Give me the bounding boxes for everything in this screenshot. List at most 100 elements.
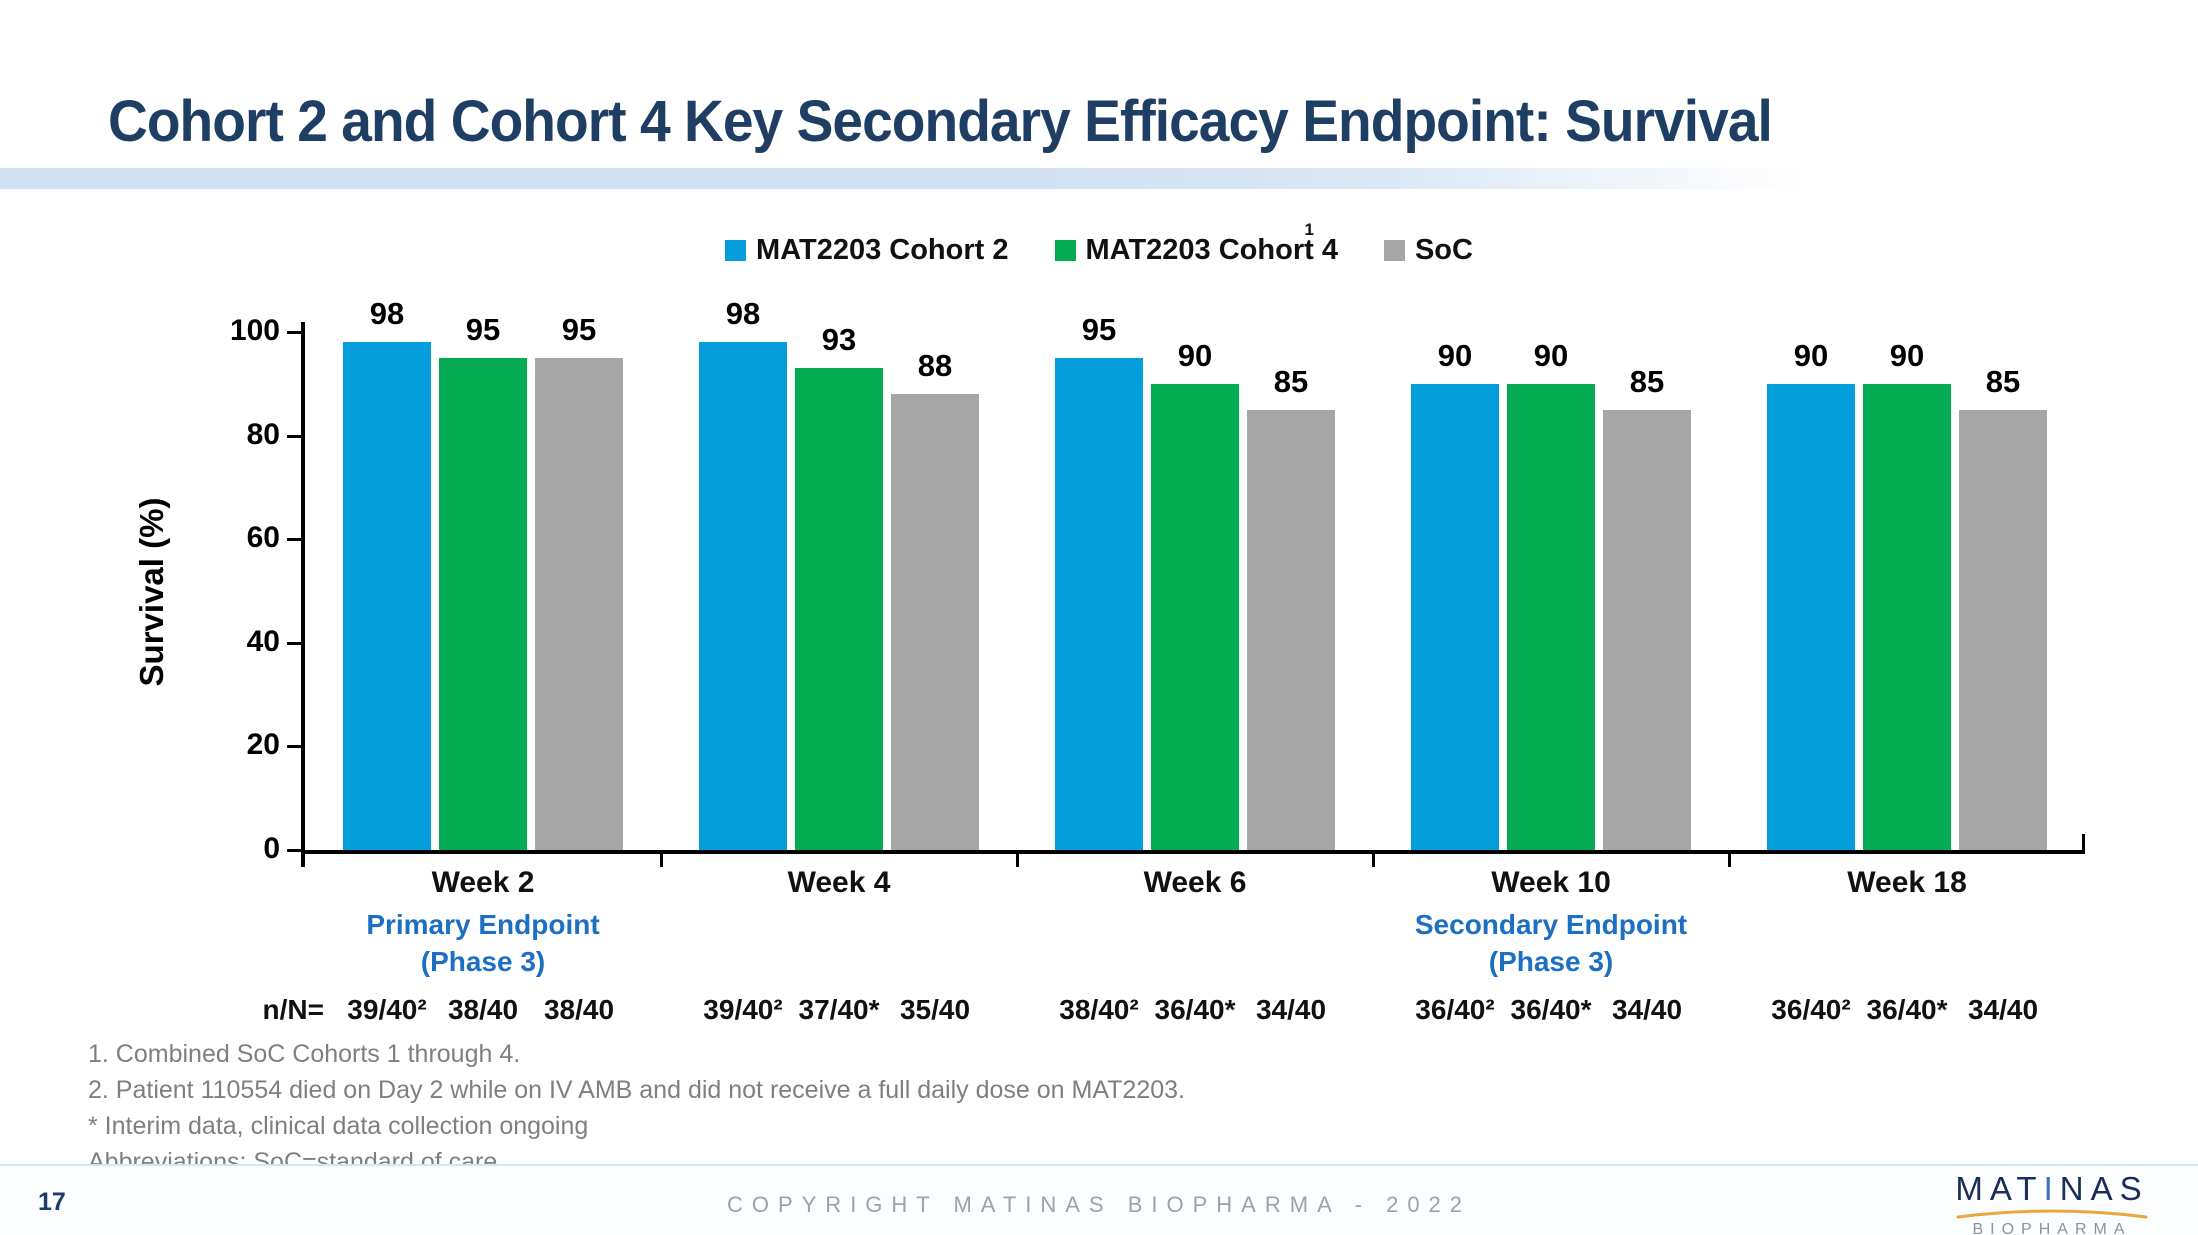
bar-week-2-series-1 [343, 342, 431, 850]
logo-letter-i: I [2043, 1170, 2060, 1207]
x-axis-line [301, 850, 2085, 854]
bar-week-18-series-3 [1959, 409, 2047, 850]
y-tick [287, 849, 301, 852]
y-tick-label: 20 [246, 728, 280, 762]
footnote-line: 1. Combined SoC Cohorts 1 through 4. [88, 1040, 521, 1068]
bar-value-label: 90 [1793, 337, 1829, 373]
y-tick [287, 745, 301, 749]
n-over-n-value: 34/40 [1255, 994, 1327, 1025]
y-tick-label: 80 [246, 417, 280, 451]
bar-value-label: 90 [1889, 337, 1925, 373]
copyright-text: COPYRIGHT MATINAS BIOPHARMA - 2022 [726, 1192, 1472, 1217]
bar-week-6-series-2 [1151, 383, 1239, 850]
x-boundary-tick [1727, 854, 1731, 867]
bar-value-label: 95 [1081, 311, 1117, 347]
x-category-label: Week 18 [1847, 866, 1967, 899]
x-boundary-tick [1015, 854, 1019, 867]
bar-value-label: 90 [1533, 337, 1569, 373]
y-tick [287, 641, 301, 645]
n-over-n-row-label: n/N= [262, 994, 324, 1025]
bar-week-2-series-3 [535, 357, 623, 850]
x-category-label: Week 6 [1143, 866, 1247, 899]
n-over-n-value: 34/40 [1611, 994, 1683, 1025]
x-axis-end-tick [2082, 834, 2085, 850]
bar-value-label: 88 [917, 348, 953, 384]
bar-week-4-series-2 [795, 368, 883, 850]
bar-value-label: 85 [1273, 363, 1309, 399]
chart-legend: MAT2203 Cohort 2 MAT2203 Cohort 4 1 SoC [0, 220, 2198, 267]
bar-value-label: 95 [561, 311, 597, 347]
bar-value-label: 95 [465, 311, 501, 347]
page-title: Cohort 2 and Cohort 4 Key Secondary Effi… [108, 89, 1773, 154]
matinas-logo: MATINAS BIOPHARMA [1952, 1172, 2152, 1235]
bar-value-label: 85 [1629, 363, 1665, 399]
legend-swatch-icon [725, 240, 747, 261]
n-over-n-value: 35/40 [899, 994, 971, 1025]
n-over-n-value: 36/40* [1510, 994, 1592, 1025]
page-number: 17 [38, 1188, 66, 1216]
origin-tick [301, 854, 305, 867]
y-tick [287, 538, 301, 542]
endpoint-annotation-line: Primary Endpoint [366, 909, 600, 940]
x-category-label: Week 2 [431, 866, 535, 899]
header-accent-band [0, 168, 1880, 189]
legend-item-label: MAT2203 Cohort 2 [756, 234, 1009, 266]
bar-week-2-series-2 [439, 357, 527, 850]
n-over-n-value: 36/40* [1866, 994, 1948, 1025]
y-tick-label: 100 [229, 314, 280, 347]
bar-week-6-series-1 [1055, 357, 1143, 850]
bar-value-label: 85 [1985, 363, 2021, 399]
n-over-n-value: 37/40* [798, 994, 880, 1025]
bar-value-label: 93 [821, 322, 857, 358]
legend-item-label: SoC [1414, 234, 1473, 266]
x-boundary-tick [1371, 854, 1375, 867]
y-tick-label: 0 [263, 832, 280, 865]
y-axis-title: Survival (%) [133, 497, 170, 687]
legend-swatch-icon [1383, 240, 1405, 261]
n-over-n-value: 39/40² [703, 994, 783, 1025]
y-tick-label: 40 [246, 624, 280, 658]
legend-item-1: MAT2203 Cohort 2 [725, 234, 1009, 267]
legend-superscript: 1 [1304, 220, 1314, 239]
bar-week-10-series-3 [1603, 409, 1691, 850]
bar-week-18-series-1 [1767, 383, 1855, 850]
y-axis-line [301, 322, 305, 866]
bar-week-10-series-1 [1411, 383, 1499, 850]
logo-subtitle: BIOPHARMA [1972, 1221, 2132, 1235]
bar-week-10-series-2 [1507, 383, 1595, 850]
n-over-n-value: 36/40² [1771, 994, 1851, 1025]
n-over-n-value: 36/40* [1154, 994, 1236, 1025]
bar-value-label: 98 [369, 296, 405, 332]
n-over-n-value: 38/40 [447, 994, 519, 1025]
bar-value-label: 90 [1437, 337, 1473, 373]
bar-value-label: 98 [725, 296, 761, 332]
x-category-label: Week 10 [1491, 866, 1611, 899]
n-over-n-value: 34/40 [1967, 994, 2039, 1025]
footer-background [0, 1166, 2198, 1235]
n-over-n-value: 38/40 [543, 994, 615, 1025]
footnote-line: 2. Patient 110554 died on Day 2 while on… [88, 1076, 1185, 1104]
bar-value-label: 90 [1177, 337, 1213, 373]
legend-swatch-icon [1054, 240, 1076, 261]
n-over-n-value: 39/40² [347, 994, 427, 1025]
endpoint-annotation-line: Secondary Endpoint [1414, 909, 1688, 940]
endpoint-annotation: Secondary Endpoint (Phase 3) [1373, 906, 1729, 980]
bar-week-4-series-1 [699, 342, 787, 850]
y-tick [287, 434, 301, 438]
logo-wordmark: MATINAS [1955, 1170, 2149, 1207]
n-over-n-value: 38/40² [1059, 994, 1139, 1025]
x-boundary-tick [659, 854, 663, 867]
y-tick-label: 60 [246, 521, 280, 555]
bar-week-6-series-3 [1247, 409, 1335, 850]
bar-week-18-series-2 [1863, 383, 1951, 850]
n-over-n-value: 36/40² [1415, 994, 1495, 1025]
bar-week-4-series-3 [891, 394, 979, 850]
logo-arc-icon [1956, 1209, 2148, 1219]
footer-divider [0, 1164, 2198, 1166]
endpoint-annotation-line: (Phase 3) [420, 946, 546, 977]
footnotes: 1. Combined SoC Cohorts 1 through 4. 2. P… [88, 1036, 1185, 1180]
